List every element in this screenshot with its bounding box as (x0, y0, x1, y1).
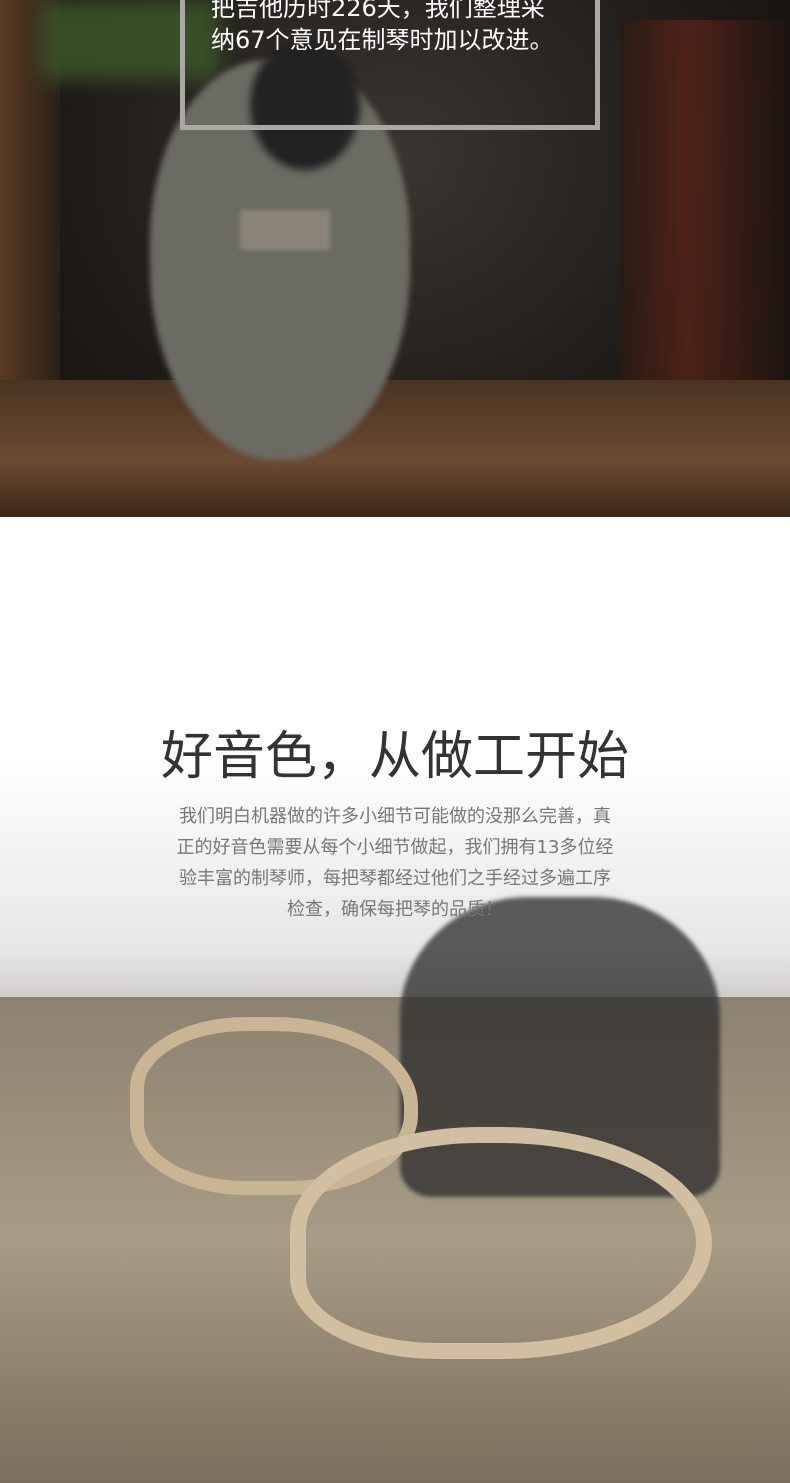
caption-line: 把吉他历时226天，我们整理采 (211, 0, 545, 22)
bridge (240, 210, 330, 250)
floor (0, 380, 790, 517)
section-title: 好音色，从做工开始 (160, 727, 629, 787)
caption-line: 纳67个意见在制琴时加以改进。 (211, 26, 554, 54)
section-body: 我们明白机器做的许多小细节可能做的没那么完善，真 正的好音色需要从每个小细节做起… (0, 801, 790, 925)
workshop-section: 好音色，从做工开始 我们明白机器做的许多小细节可能做的没那么完善，真 正的好音色… (0, 517, 790, 1483)
body-line: 验丰富的制琴师，每把琴都经过他们之手经过多遍工序 (179, 868, 611, 889)
sound-hole (250, 40, 360, 170)
caption-frame (180, 0, 600, 130)
background (620, 20, 790, 380)
body-line: 检查，确保每把琴的品质！ (287, 899, 503, 920)
guitar-photo-section: 把吉他历时226天，我们整理采 纳67个意见在制琴时加以改进。 (0, 0, 790, 517)
guitar-body (290, 1127, 712, 1359)
background (40, 0, 220, 80)
caption: 把吉他历时226天，我们整理采 纳67个意见在制琴时加以改进。 (211, 0, 554, 56)
body-line: 我们明白机器做的许多小细节可能做的没那么完善，真 (179, 806, 611, 827)
body-line: 正的好音色需要从每个小细节做起，我们拥有13多位经 (176, 837, 614, 858)
